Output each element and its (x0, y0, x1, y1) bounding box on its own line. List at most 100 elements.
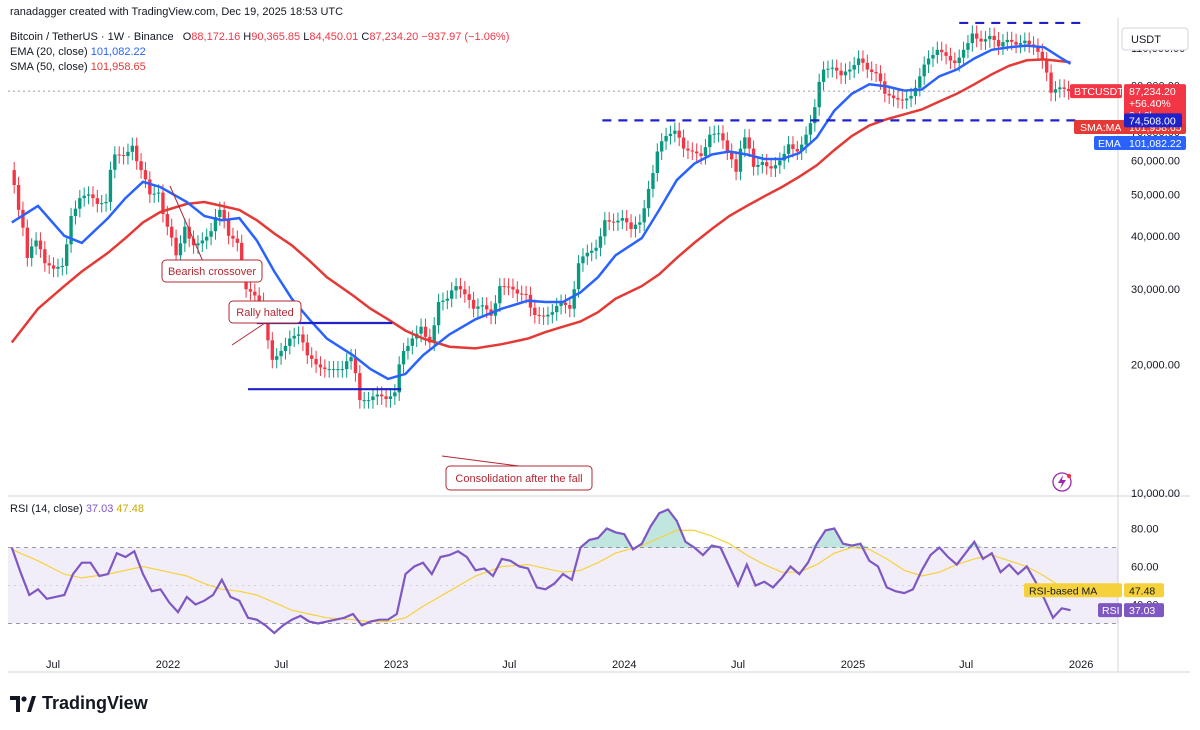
ohlc-high-label: H (243, 31, 252, 43)
candle-body (546, 314, 550, 317)
candle-body (288, 338, 292, 346)
candle-body (362, 400, 366, 402)
sma-legend-value: 101,958.65 (90, 61, 146, 73)
rsi-line (10, 508, 1071, 635)
candle-body (813, 107, 817, 124)
ema-legend-value: 101,082.22 (90, 46, 146, 58)
candle-body (756, 164, 760, 167)
candle-body (887, 93, 891, 96)
candle-body (1058, 87, 1062, 90)
rsi-legend[interactable]: RSI (14, close) 37.03 47.48 (10, 503, 144, 515)
candle-body (336, 369, 340, 371)
candle-body (248, 289, 253, 292)
candle-body (423, 326, 428, 337)
annotation-pointer (231, 322, 266, 346)
candle-body (458, 286, 463, 290)
candle-body (563, 302, 568, 306)
candle-body (896, 98, 900, 100)
candle-body (664, 135, 668, 142)
candle-body (638, 222, 642, 225)
candle-body (979, 38, 983, 42)
candle-body (235, 238, 240, 243)
candle-body (275, 356, 279, 360)
annotation-box (445, 465, 593, 491)
candle-body (673, 130, 677, 134)
candle-body (165, 214, 170, 227)
candle-body (695, 151, 699, 154)
ema-legend-label: EMA (20, close) (10, 46, 88, 58)
candle-body (651, 173, 655, 189)
currency-label: USDT (1131, 34, 1161, 46)
candle-body (1040, 51, 1045, 61)
candle-body (511, 286, 515, 290)
candle-body (226, 219, 231, 236)
candle-body (56, 266, 60, 269)
candle-body (485, 305, 489, 310)
symbol-price-tag (1070, 84, 1122, 99)
candle-body (865, 62, 870, 70)
alert-dot-icon (1066, 473, 1072, 479)
candle-body (104, 201, 108, 204)
candle-body (331, 369, 336, 371)
candle-body (515, 289, 520, 294)
candle-body (292, 335, 296, 339)
candle-body (931, 54, 935, 59)
candle-body (65, 244, 69, 266)
candle-body (607, 220, 611, 222)
ema-legend[interactable]: EMA (20, close) 101,082.22 (10, 46, 146, 58)
candle-body (642, 208, 646, 223)
candle-body (852, 65, 856, 70)
ohlc-line: Bitcoin / TetherUS · 1W · Binance O88,17… (10, 31, 509, 43)
candle-body (471, 299, 476, 309)
candle-body (590, 250, 594, 253)
ema-price-tag (1094, 136, 1186, 150)
candle-body (1014, 41, 1018, 45)
candle-body (826, 68, 830, 70)
rsi-legend-ma-value: 47.48 (116, 503, 144, 515)
candle-body (30, 246, 34, 258)
candle-body (205, 236, 209, 241)
candle-body (716, 133, 721, 135)
candle-body (935, 49, 940, 55)
candle-body (690, 150, 695, 152)
candle-body (406, 345, 410, 351)
candle-body (358, 373, 362, 401)
candle-body (572, 289, 576, 309)
candle-body (861, 58, 865, 63)
candle-body (196, 243, 200, 246)
candle-body (73, 208, 78, 217)
candle-body (721, 133, 725, 141)
candle-body (773, 165, 778, 169)
price-tick-label: 30,000.00 (1131, 284, 1180, 296)
candle-body (730, 151, 734, 160)
candle-body (113, 154, 117, 170)
candle-body (187, 226, 191, 239)
time-tick-label: 2023 (384, 659, 408, 671)
candle-body (1001, 42, 1005, 47)
candle-body (1036, 46, 1040, 52)
candle-body (148, 179, 152, 195)
tradingview-logo[interactable]: TradingView (10, 693, 148, 714)
candle-body (568, 305, 572, 309)
candle-body (410, 338, 415, 346)
candle-body (786, 144, 791, 154)
candle-body (725, 140, 730, 152)
rsi-tag (1098, 603, 1122, 618)
candle-body (366, 400, 371, 402)
ohlc-open: 88,172.16 (191, 31, 241, 43)
candle-body (310, 355, 314, 359)
candle-body (467, 294, 471, 300)
time-tick-label: Jul (731, 659, 745, 671)
candle-body (375, 394, 380, 397)
candle-body (253, 291, 257, 296)
candle-body (594, 247, 598, 251)
candle-body (524, 294, 528, 296)
candle-body (397, 364, 401, 393)
level-price-tag-value: 74,508.00 (1129, 115, 1176, 127)
candle-body (476, 306, 480, 309)
sma-legend[interactable]: SMA (50, close) 101,958.65 (10, 61, 146, 73)
candle-body (47, 263, 51, 266)
ohlc-close-label: C (361, 31, 370, 43)
